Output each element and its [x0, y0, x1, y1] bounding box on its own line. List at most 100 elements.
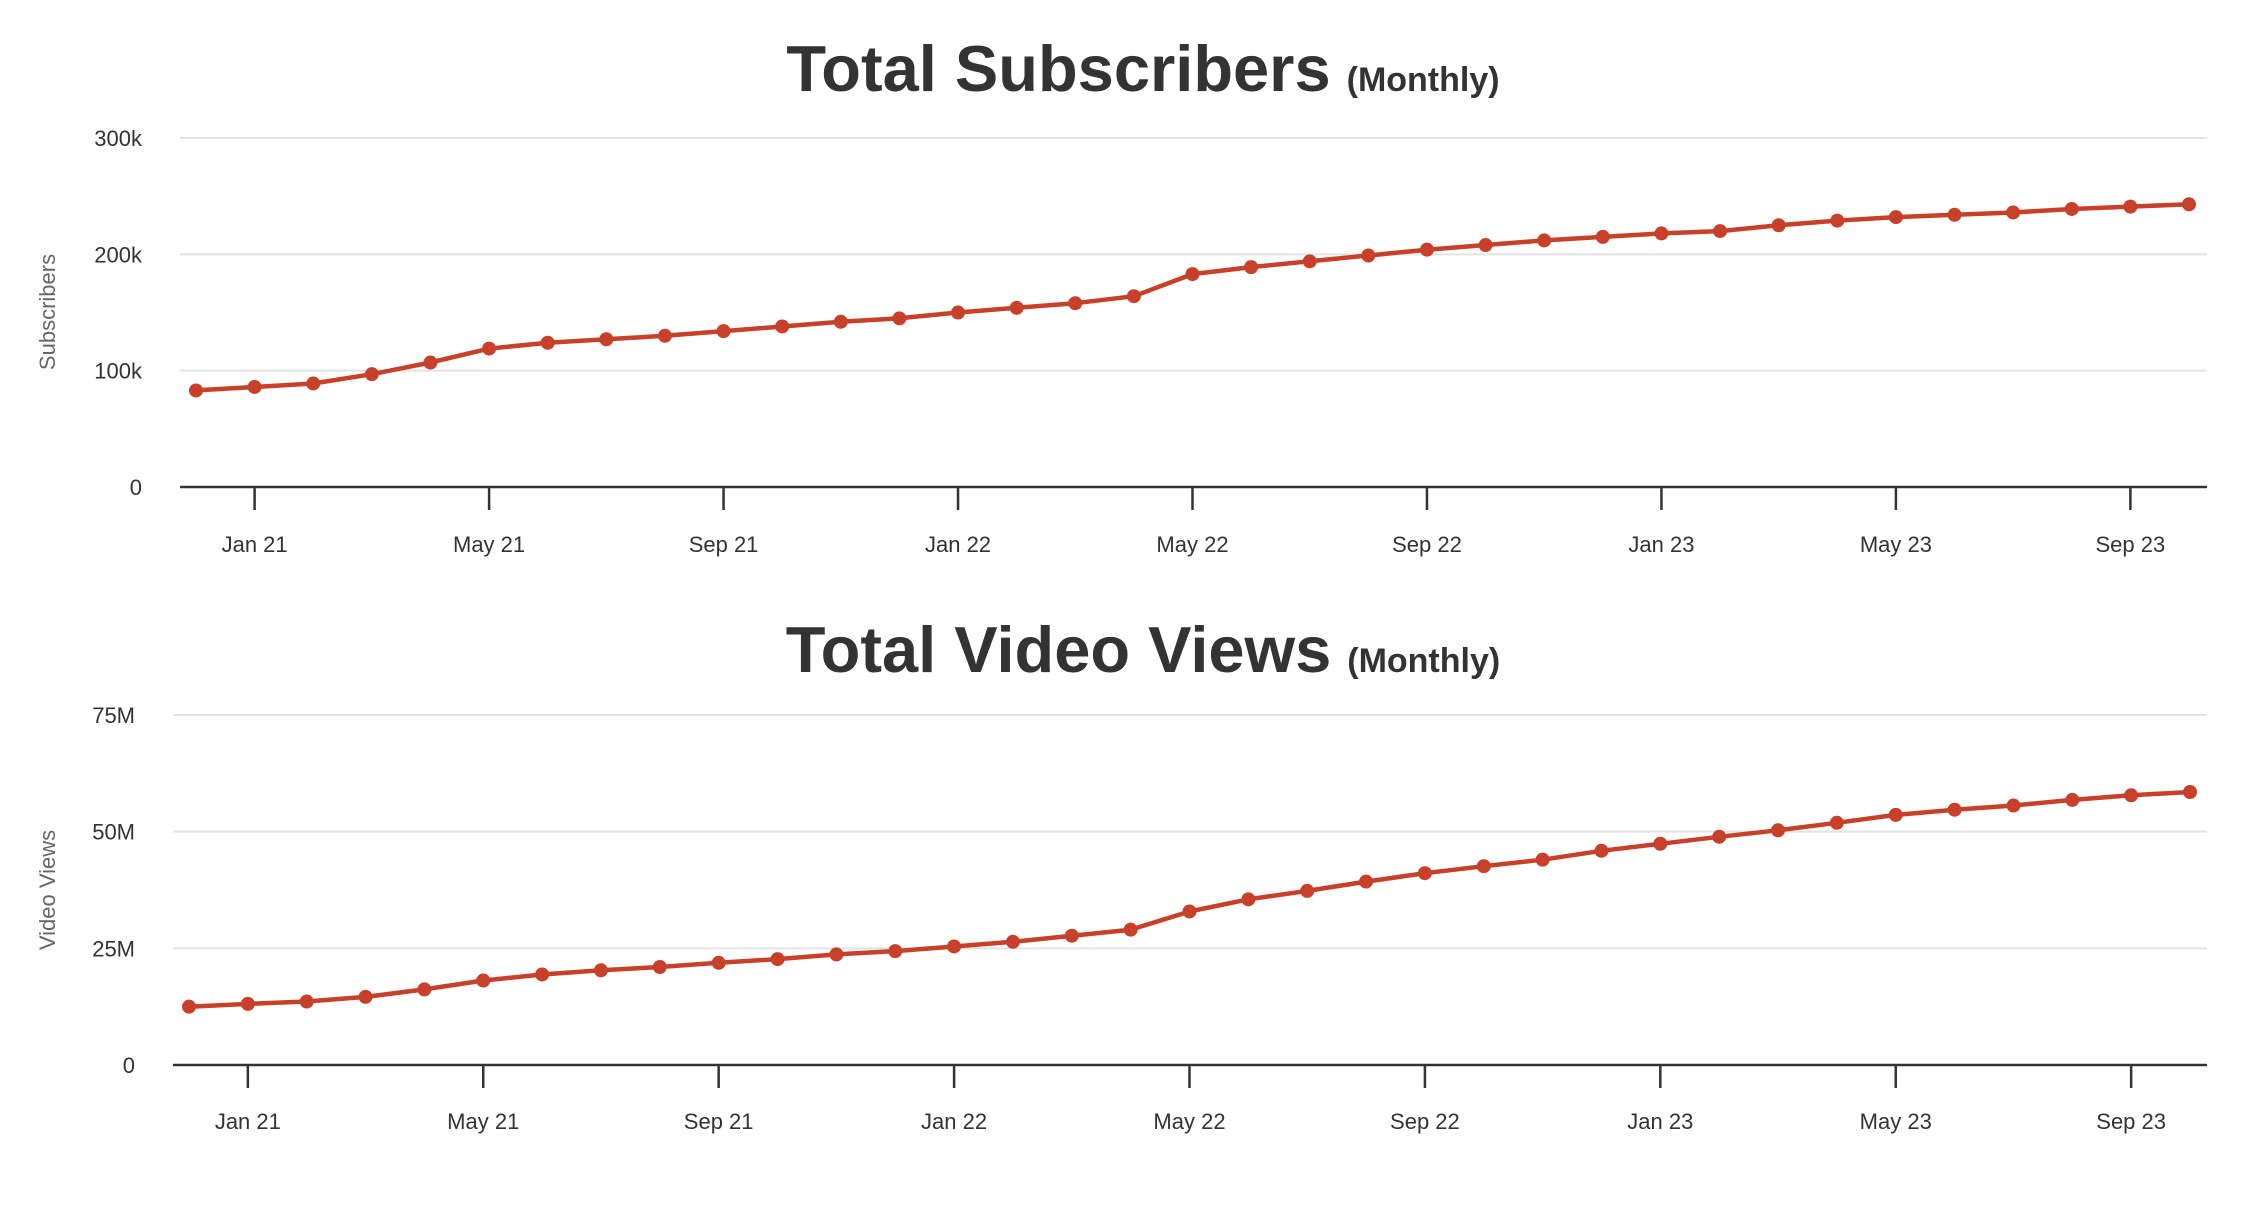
subscribers-data-point — [1302, 254, 1317, 269]
video-views-chart-subtitle: (Monthly) — [1347, 642, 1500, 680]
video-views-data-point — [240, 996, 255, 1011]
subscribers-data-point — [1009, 300, 1024, 315]
video-views-y-tick-label: 25M — [92, 936, 135, 961]
subscribers-x-tick-label: Sep 22 — [1392, 532, 1462, 557]
subscribers-data-point — [1713, 224, 1728, 239]
subscribers-data-point — [189, 383, 203, 398]
subscribers-data-point — [833, 314, 848, 329]
subscribers-data-point — [1830, 213, 1845, 228]
video-views-chart: Total Video Views (Monthly) 0 25M 50M 75M Vide… — [0, 580, 2245, 1221]
video-views-data-point — [417, 982, 432, 997]
subscribers-data-point — [364, 367, 379, 382]
subscribers-data-point — [892, 311, 907, 326]
subscribers-chart-svg: Total Subscribers (Monthly) 0 100k 200k 300k S… — [35, 32, 2207, 557]
subscribers-data-point — [247, 379, 262, 394]
subscribers-data-point — [1068, 296, 1083, 311]
video-views-data-point — [1005, 934, 1020, 949]
subscribers-series-line — [193, 202, 2192, 393]
video-views-data-point — [182, 999, 196, 1014]
subscribers-x-tick-label: Sep 23 — [2096, 532, 2166, 557]
video-views-y-tick-label: 75M — [92, 703, 135, 728]
subscribers-data-point — [1126, 289, 1141, 304]
video-views-x-tick-label: May 23 — [1860, 1109, 1932, 1134]
video-views-data-point — [1417, 866, 1432, 881]
subscribers-x-tick-label: May 23 — [1860, 532, 1932, 557]
subscribers-data-point — [482, 341, 497, 356]
video-views-data-point — [2006, 798, 2021, 813]
video-views-data-point — [476, 973, 491, 988]
subscribers-x-tick-label: Jan 21 — [222, 532, 288, 557]
video-views-x-tick-label: Sep 23 — [2096, 1109, 2166, 1134]
subscribers-data-point — [306, 376, 321, 391]
video-views-data-point — [1535, 852, 1550, 867]
video-views-data-point — [358, 989, 373, 1004]
video-views-x-tick-label: Sep 21 — [684, 1109, 754, 1134]
video-views-data-point — [2065, 792, 2080, 807]
subscribers-x-tick-label: May 21 — [453, 532, 525, 557]
video-views-x-tick-label: Jan 21 — [215, 1109, 281, 1134]
video-views-data-point — [1123, 922, 1138, 937]
subscribers-data-point — [2064, 201, 2079, 216]
subscribers-y-tick-label: 100k — [94, 359, 143, 384]
video-views-data-point — [1829, 815, 1844, 830]
subscribers-data-point — [599, 332, 614, 347]
video-views-chart-svg: Total Video Views (Monthly) 0 25M 50M 75M Vide… — [35, 613, 2207, 1134]
subscribers-data-point — [2006, 205, 2021, 220]
video-views-data-point — [1947, 802, 1962, 817]
video-views-data-point — [593, 963, 608, 978]
video-views-data-point — [711, 955, 726, 970]
video-views-y-tick-label: 0 — [123, 1053, 135, 1078]
video-views-x-tick-label: May 22 — [1153, 1109, 1225, 1134]
subscribers-chart-title: Total Subscribers — [786, 32, 1330, 105]
video-views-x-tick-label: Jan 23 — [1627, 1109, 1693, 1134]
video-views-data-point — [888, 944, 903, 959]
video-views-y-axis-title: Video Views — [35, 830, 60, 950]
subscribers-data-point — [423, 355, 438, 370]
subscribers-data-point — [1654, 226, 1669, 241]
video-views-data-point — [652, 960, 667, 974]
subscribers-data-point — [2182, 197, 2196, 212]
subscribers-x-tick-label: May 22 — [1156, 532, 1228, 557]
video-views-data-point — [535, 967, 550, 982]
video-views-data-point — [1241, 892, 1256, 907]
subscribers-data-point — [1419, 242, 1434, 257]
subscribers-y-axis-title: Subscribers — [35, 254, 60, 370]
subscribers-chart-subtitle: (Monthly) — [1347, 61, 1500, 99]
subscribers-chart: Total Subscribers (Monthly) 0 100k 200k 300k S… — [0, 0, 2245, 580]
subscribers-data-point — [657, 328, 672, 343]
subscribers-data-point — [1537, 233, 1552, 248]
subscribers-data-point — [1595, 229, 1610, 244]
video-views-data-point — [1888, 807, 1903, 822]
video-views-data-point — [299, 994, 314, 1009]
video-views-x-tick-label: May 21 — [447, 1109, 519, 1134]
subscribers-y-tick-label: 200k — [94, 242, 143, 267]
subscribers-data-point — [775, 319, 790, 334]
video-views-data-point — [1300, 883, 1315, 898]
subscribers-x-tick-label: Jan 22 — [925, 532, 991, 557]
subscribers-data-point — [1185, 267, 1200, 282]
subscribers-data-point — [716, 324, 731, 339]
subscribers-data-point — [540, 335, 555, 350]
subscribers-data-point — [1947, 207, 1962, 222]
video-views-data-point — [1359, 874, 1374, 889]
video-views-series-line — [186, 789, 2193, 1009]
video-views-x-tick-label: Jan 22 — [921, 1109, 987, 1134]
video-views-data-point — [829, 947, 844, 962]
video-views-data-point — [1653, 836, 1668, 851]
video-views-x-tick-label: Sep 22 — [1390, 1109, 1460, 1134]
subscribers-data-point — [1888, 210, 1903, 225]
subscribers-x-tick-label: Sep 21 — [689, 532, 759, 557]
video-views-data-point — [1064, 928, 1079, 943]
video-views-chart-title: Total Video Views — [786, 613, 1331, 686]
subscribers-y-tick-label: 0 — [130, 475, 142, 500]
subscribers-data-point — [1771, 218, 1786, 233]
video-views-data-point — [1182, 904, 1197, 919]
subscribers-data-point — [1361, 248, 1376, 263]
video-views-data-point — [1476, 859, 1491, 874]
subscribers-data-point — [2123, 199, 2138, 214]
video-views-data-point — [1771, 823, 1786, 838]
subscribers-x-tick-label: Jan 23 — [1628, 532, 1694, 557]
video-views-data-point — [2183, 785, 2197, 799]
subscribers-data-point — [951, 305, 966, 320]
video-views-data-point — [947, 939, 962, 954]
